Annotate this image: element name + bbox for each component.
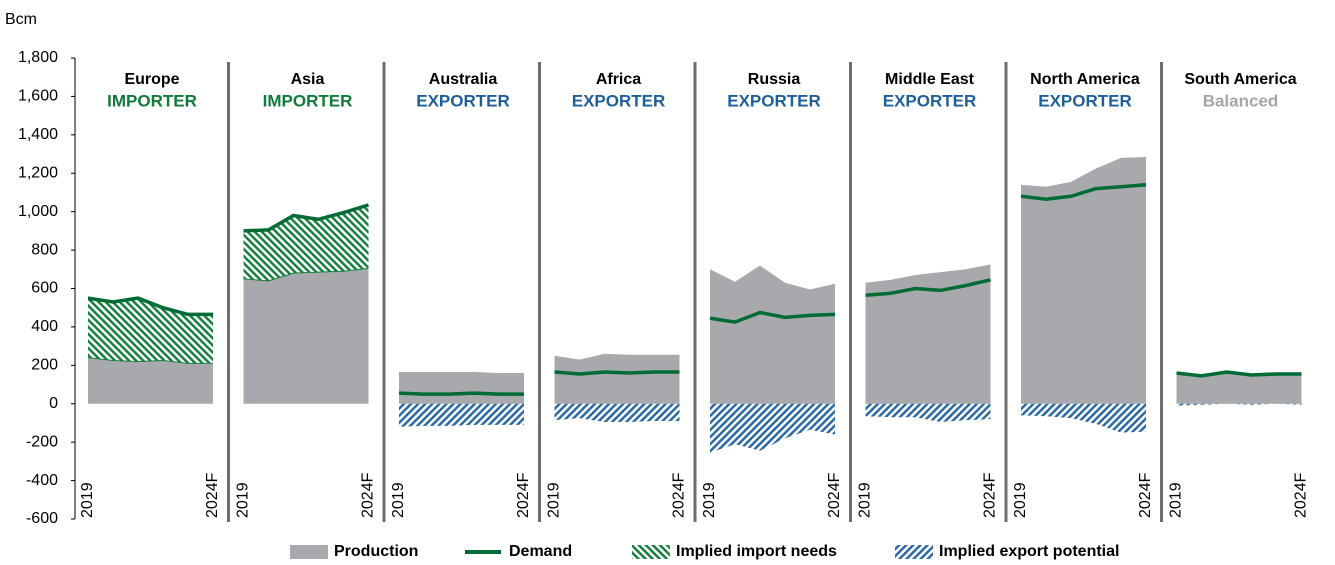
- production-edge: [87, 357, 213, 364]
- demand-line: [87, 296, 213, 317]
- demand-line: [865, 278, 991, 297]
- production-area: [399, 372, 524, 404]
- export-area: [1176, 403, 1302, 406]
- export-area: [710, 403, 835, 453]
- x-tick-label: 2024F: [671, 472, 688, 518]
- demand-line: [243, 203, 370, 233]
- y-tick-label: 400: [31, 318, 58, 335]
- demand-line: [1176, 370, 1302, 378]
- y-tick-label: 600: [31, 280, 58, 297]
- region-name: Africa: [596, 71, 641, 88]
- x-tick-label: 2019: [701, 482, 718, 518]
- x-tick-label: 2019: [857, 482, 874, 518]
- legend-label: Production: [334, 543, 418, 560]
- x-tick-label: 2019: [1012, 482, 1029, 518]
- production-area: [865, 264, 991, 404]
- x-tick-label: 2019: [235, 482, 252, 518]
- region-status: EXPORTER: [727, 91, 821, 110]
- legend: Production Demand Implied import needs Impl…: [290, 543, 1119, 560]
- x-tick-label: 2019: [390, 482, 407, 518]
- region-name: Europe: [124, 71, 179, 88]
- y-axis-label: Bcm: [5, 11, 37, 28]
- region-name: Australia: [429, 71, 498, 88]
- production-area: [1176, 373, 1302, 404]
- x-tick-label: 2024F: [204, 472, 221, 518]
- legend-label: Implied export potential: [939, 543, 1119, 560]
- production-area: [1021, 156, 1146, 404]
- demand-line: [398, 391, 524, 396]
- production-edge: [243, 267, 369, 282]
- legend-label: Implied import needs: [676, 543, 837, 560]
- y-tick-label: -200: [26, 433, 58, 450]
- demand-line: [709, 310, 836, 324]
- x-tick-label: 2024F: [360, 472, 377, 518]
- y-tick-label: 1,000: [18, 203, 58, 220]
- x-tick-label: 2024F: [515, 472, 532, 518]
- y-tick-label: 1,600: [18, 88, 58, 105]
- region-status: IMPORTER: [107, 91, 197, 110]
- x-tick-label: 2019: [79, 482, 96, 518]
- legend-swatch: [895, 545, 933, 559]
- y-tick-label: 200: [31, 357, 58, 374]
- export-area: [1021, 403, 1146, 433]
- x-tick-label: 2019: [1168, 482, 1185, 518]
- export-area: [399, 403, 524, 427]
- region-name: Russia: [748, 71, 801, 88]
- export-area: [554, 403, 680, 422]
- production-area: [243, 268, 369, 404]
- region-name: North America: [1030, 71, 1140, 88]
- export-area: [865, 403, 991, 422]
- y-tick-label: 1,400: [18, 126, 58, 143]
- region-status: EXPORTER: [883, 91, 977, 110]
- region-status: Balanced: [1203, 91, 1279, 110]
- x-tick-label: 2024F: [1137, 472, 1154, 518]
- region-name: South America: [1184, 71, 1296, 88]
- region-status: EXPORTER: [1038, 91, 1132, 110]
- y-tick-label: 1,800: [18, 49, 58, 66]
- import-area: [243, 204, 369, 281]
- y-tick-label: -400: [26, 472, 58, 489]
- production-area: [710, 265, 835, 404]
- x-tick-label: 2024F: [826, 472, 843, 518]
- demand-line: [1020, 183, 1147, 201]
- region-status: EXPORTER: [572, 91, 666, 110]
- y-tick-label: 800: [31, 241, 58, 258]
- legend-swatch: [290, 545, 328, 559]
- y-tick-label: 1,200: [18, 164, 58, 181]
- region-status: IMPORTER: [263, 91, 353, 110]
- region-name: Middle East: [885, 71, 975, 88]
- demand-line: [554, 370, 680, 376]
- import-area: [88, 298, 213, 364]
- x-tick-label: 2019: [546, 482, 563, 518]
- y-tick-label: -600: [26, 510, 58, 527]
- region-name: Asia: [291, 71, 325, 88]
- legend-label: Demand: [509, 543, 572, 560]
- x-tick-label: 2024F: [1293, 472, 1310, 518]
- production-area: [554, 353, 680, 404]
- legend-swatch: [632, 545, 670, 559]
- y-tick-label: 0: [49, 395, 58, 412]
- production-area: [88, 357, 213, 404]
- region-status: EXPORTER: [416, 91, 510, 110]
- x-tick-label: 2024F: [982, 472, 999, 518]
